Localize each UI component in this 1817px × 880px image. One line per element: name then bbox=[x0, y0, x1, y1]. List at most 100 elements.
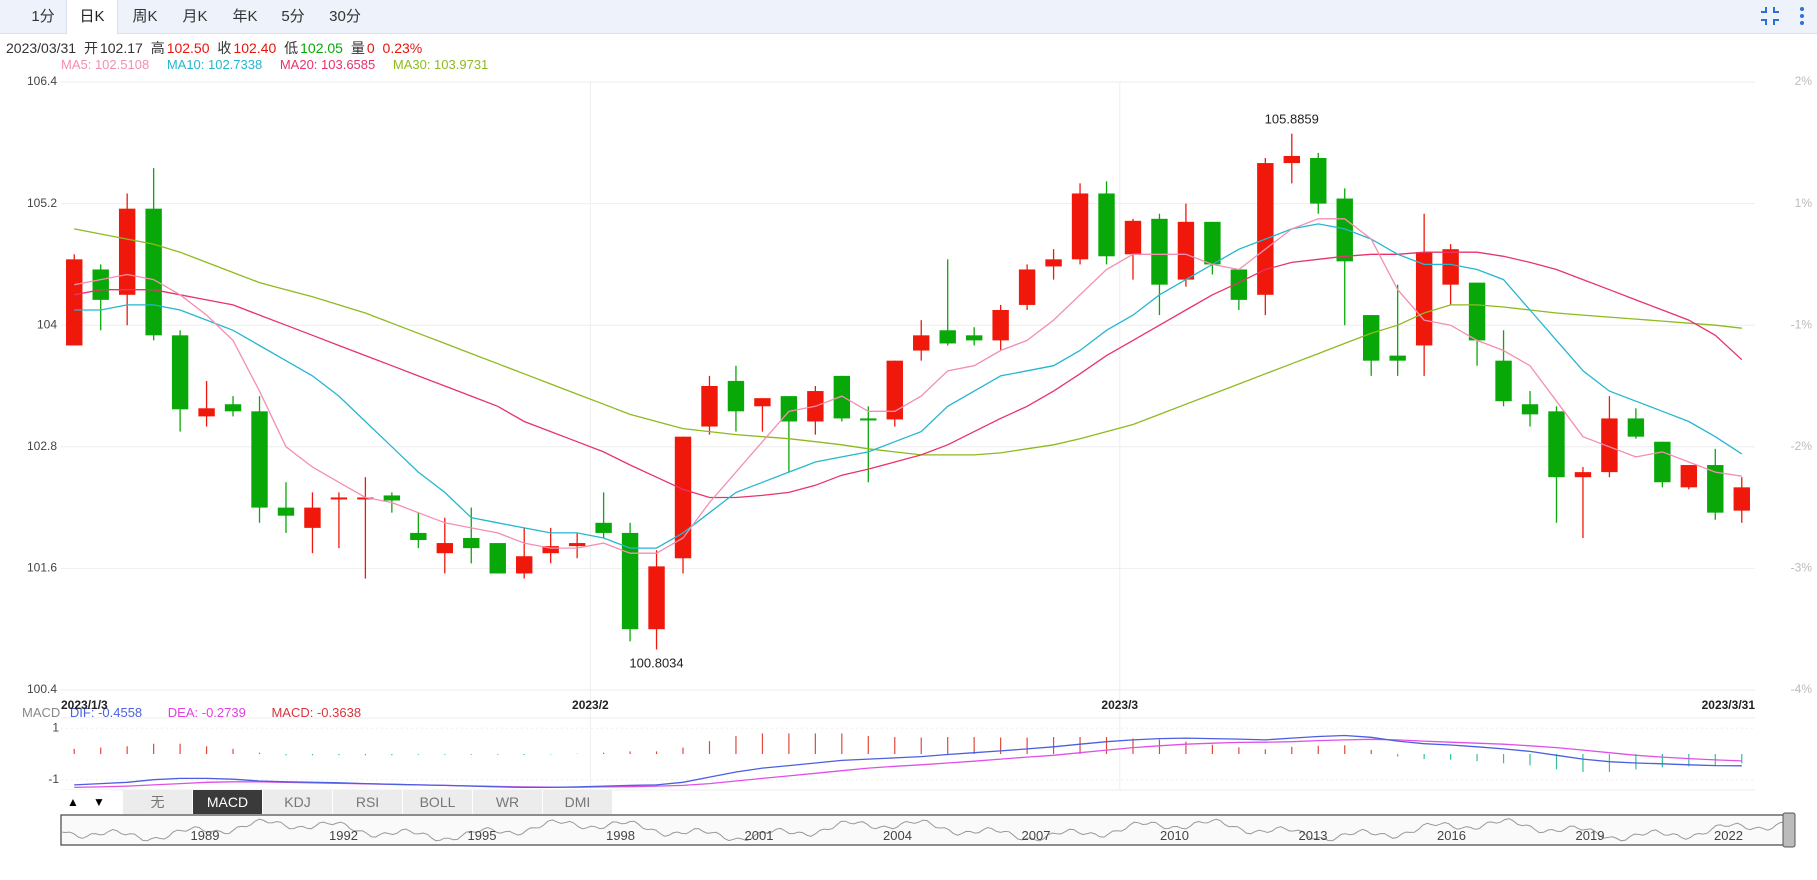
tab-5min[interactable]: 5分 bbox=[281, 8, 305, 25]
pct-tick-label: -1% bbox=[1791, 317, 1813, 331]
candle-body bbox=[1627, 418, 1645, 437]
info-change: 0.23% bbox=[382, 40, 423, 56]
tab-daily-k[interactable]: 日K bbox=[66, 0, 118, 34]
candle-body bbox=[674, 436, 692, 559]
overview-year-label: 1992 bbox=[329, 828, 358, 843]
candle-body bbox=[251, 411, 268, 508]
indicator-macd-button[interactable]: MACD bbox=[193, 790, 263, 814]
indicator-down-button[interactable]: ▼ bbox=[87, 790, 111, 814]
y-tick-label: 102.8 bbox=[27, 439, 57, 453]
indicator-up-button[interactable]: ▲ bbox=[61, 790, 85, 814]
pct-tick-label: 1% bbox=[1795, 196, 1813, 210]
overview-year-label: 2022 bbox=[1714, 828, 1743, 843]
ma10-label: MA10: 102.7338 bbox=[166, 57, 263, 72]
tab-monthly-k[interactable]: 月K bbox=[182, 8, 208, 25]
candle-body bbox=[1045, 259, 1062, 267]
info-low: 102.05 bbox=[300, 40, 343, 56]
candle-body bbox=[436, 543, 454, 554]
y-tick-label: 105.2 bbox=[27, 196, 57, 210]
candle-body bbox=[1521, 404, 1539, 415]
overview-year-label: 1998 bbox=[606, 828, 635, 843]
overview-handle[interactable] bbox=[1782, 812, 1796, 848]
candle-body bbox=[621, 532, 639, 630]
macd-value: MACD: -0.3638 bbox=[271, 705, 362, 720]
tab-1min[interactable]: 1分 bbox=[31, 8, 55, 25]
overview-year-label: 1989 bbox=[191, 828, 220, 843]
candle-body bbox=[886, 360, 903, 420]
macd-tick-label: 1 bbox=[52, 720, 59, 734]
candle-body bbox=[1283, 155, 1301, 164]
info-high: 102.50 bbox=[166, 40, 210, 56]
candle-body bbox=[515, 556, 533, 574]
max-annotation: 105.8859 bbox=[1265, 112, 1319, 127]
candle-body bbox=[1336, 198, 1353, 262]
overview-year-label: 2010 bbox=[1160, 828, 1189, 843]
ma30-line bbox=[74, 228, 1742, 456]
indicator-wr-button[interactable]: WR bbox=[473, 790, 543, 814]
candle-body bbox=[1071, 193, 1089, 260]
candle-body bbox=[754, 398, 771, 407]
more-vertical-icon[interactable] bbox=[1790, 4, 1814, 28]
ma5-label: MA5: 102.5108 bbox=[61, 57, 150, 72]
candle-body bbox=[833, 375, 851, 419]
ma20-label: MA20: 103.6585 bbox=[279, 57, 376, 72]
candle-body bbox=[1654, 441, 1671, 483]
pct-tick-label: -4% bbox=[1791, 682, 1813, 696]
ma-legend: MA5: 102.5108 MA10: 102.7338 MA20: 103.6… bbox=[61, 57, 502, 72]
overview-year-label: 2019 bbox=[1576, 828, 1605, 843]
dif-line bbox=[74, 734, 1742, 789]
candle-body bbox=[1415, 252, 1433, 346]
candle-body bbox=[1018, 269, 1036, 305]
candle-body bbox=[1310, 158, 1327, 204]
indicator-boll-button[interactable]: BOLL bbox=[403, 790, 473, 814]
info-open-label: 开 bbox=[83, 40, 98, 56]
ma5-line bbox=[74, 218, 1742, 554]
candle-body bbox=[66, 259, 83, 346]
tab-weekly-k[interactable]: 周K bbox=[132, 8, 158, 25]
info-low-label: 低 bbox=[284, 40, 299, 56]
candle-body bbox=[1204, 221, 1221, 265]
candle-body bbox=[304, 507, 321, 528]
candle-body bbox=[727, 380, 745, 412]
candle-body bbox=[1389, 355, 1406, 361]
candle-body bbox=[860, 418, 877, 421]
candle-body bbox=[595, 522, 612, 533]
indicator-kdj-button[interactable]: KDJ bbox=[263, 790, 333, 814]
overview-navigator bbox=[60, 814, 1786, 846]
y-tick-label: 100.4 bbox=[27, 682, 57, 696]
info-vol-label: 量 bbox=[350, 40, 365, 56]
candle-body bbox=[1177, 221, 1195, 280]
candle-body bbox=[965, 335, 983, 341]
candle-body bbox=[145, 208, 162, 336]
candle-body bbox=[1124, 220, 1142, 255]
x-tick-label: 2023/2 bbox=[572, 698, 609, 712]
x-tick-label: 2023/1/3 bbox=[61, 698, 108, 712]
candle-body bbox=[1680, 465, 1698, 488]
candle-body bbox=[198, 408, 215, 417]
candle-body bbox=[330, 497, 348, 500]
info-close: 102.40 bbox=[233, 40, 277, 56]
ma10-line bbox=[74, 223, 1743, 549]
candle-body bbox=[542, 546, 559, 554]
candle-body bbox=[92, 269, 109, 300]
overview-year-label: 2007 bbox=[1022, 828, 1051, 843]
candle-body bbox=[489, 543, 506, 574]
ohlc-info: 2023/03/31 开 102.17 高 102.50 收 102.40 低 102.… bbox=[6, 38, 426, 58]
tab-yearly-k[interactable]: 年K bbox=[232, 8, 258, 25]
indicator-dmi-button[interactable]: DMI bbox=[543, 790, 613, 814]
x-tick-label: 2023/3 bbox=[1101, 698, 1138, 712]
indicator-none-button[interactable]: 无 bbox=[123, 790, 193, 814]
min-annotation: 100.8034 bbox=[629, 655, 683, 670]
y-tick-label: 104 bbox=[37, 317, 57, 331]
candle-body bbox=[118, 208, 136, 295]
candle-body bbox=[383, 495, 401, 501]
macd-dif: DIF: -0.4558 bbox=[69, 705, 143, 720]
candle-body bbox=[1707, 465, 1724, 513]
collapse-icon[interactable] bbox=[1758, 4, 1782, 28]
tab-30min[interactable]: 30分 bbox=[329, 8, 361, 25]
indicator-rsi-button[interactable]: RSI bbox=[333, 790, 403, 814]
candle-body bbox=[277, 507, 295, 516]
info-high-label: 高 bbox=[150, 40, 165, 56]
candle-body bbox=[913, 335, 930, 351]
